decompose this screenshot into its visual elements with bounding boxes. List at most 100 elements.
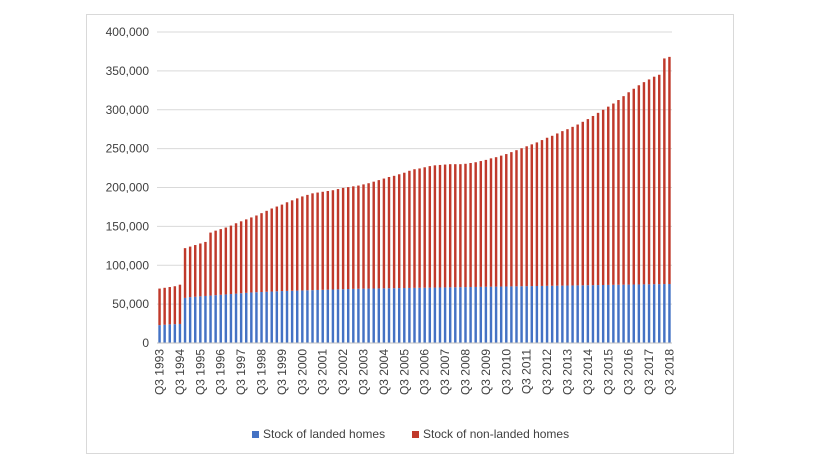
bar-landed-homes (362, 288, 365, 343)
bar-non-landed-homes (392, 175, 396, 289)
bar-landed-homes (295, 290, 299, 343)
bar-non-landed-homes (341, 187, 345, 290)
bar-non-landed-homes (484, 159, 488, 287)
y-tick-label: 200,000 (106, 181, 150, 195)
bar-non-landed-homes (382, 178, 386, 289)
bar-landed-homes (647, 284, 651, 343)
bar-landed-homes (571, 285, 574, 343)
bar-non-landed-homes (301, 196, 304, 291)
bar-landed-homes (168, 324, 171, 343)
bar-non-landed-homes (571, 126, 574, 286)
bar-landed-homes (515, 286, 518, 343)
x-tick-label: Q3 1996 (214, 349, 228, 395)
bar-landed-homes (612, 284, 615, 343)
bar-landed-homes (321, 289, 324, 343)
bar-non-landed-homes (280, 204, 284, 292)
bar-non-landed-homes (234, 223, 238, 294)
bar-non-landed-homes (199, 243, 202, 297)
bar-non-landed-homes (637, 85, 641, 285)
bar-landed-homes (586, 285, 590, 343)
bar-non-landed-homes (239, 221, 243, 294)
bar-non-landed-homes (331, 190, 335, 290)
bar-non-landed-homes (173, 286, 177, 325)
bar-non-landed-homes (499, 155, 503, 287)
bar-landed-homes (387, 288, 391, 343)
bar-landed-homes (540, 285, 544, 343)
bar-non-landed-homes (413, 169, 416, 288)
bar-landed-homes (306, 290, 309, 343)
bars (158, 56, 671, 343)
bar-non-landed-homes (510, 152, 513, 287)
bar-landed-homes (331, 289, 335, 343)
bar-landed-homes (652, 284, 656, 343)
bar-non-landed-homes (397, 174, 401, 289)
legend-label-landed: Stock of landed homes (263, 427, 385, 441)
bar-landed-homes (173, 324, 177, 343)
bar-landed-homes (601, 284, 605, 343)
bar-landed-homes (469, 287, 472, 343)
bar-non-landed-homes (377, 180, 381, 289)
x-tick-label: Q3 1994 (173, 349, 187, 395)
bar-landed-homes (530, 286, 534, 343)
bar-non-landed-homes (520, 148, 523, 287)
x-tick-label: Q3 1998 (255, 349, 269, 395)
bar-non-landed-homes (255, 215, 258, 293)
bar-non-landed-homes (505, 154, 508, 287)
bar-landed-homes (178, 323, 182, 343)
bar-non-landed-homes (229, 225, 233, 295)
bar-landed-homes (255, 292, 258, 343)
bar-non-landed-homes (540, 140, 544, 286)
bar-landed-homes (607, 284, 610, 343)
bar-landed-homes (367, 288, 370, 343)
axes: 0 50,000 100,000 150,000 200,000 250,000 300,0… (106, 25, 677, 395)
x-tick-label: Q3 1999 (275, 349, 289, 395)
bar-non-landed-homes (489, 158, 493, 287)
bar-landed-homes (260, 291, 263, 343)
bar-landed-homes (245, 292, 248, 343)
bar-landed-homes (535, 286, 539, 343)
x-tick-label: Q3 2014 (581, 349, 595, 395)
bar-landed-homes (581, 285, 584, 343)
bar-non-landed-homes (285, 202, 289, 291)
x-tick-label: Q3 2013 (560, 349, 574, 395)
bar-non-landed-homes (612, 103, 615, 285)
legend-swatch-non-landed (412, 431, 419, 438)
bar-non-landed-homes (214, 230, 217, 296)
bar-landed-homes (663, 284, 666, 343)
bar-landed-homes (397, 288, 401, 343)
y-tick-label: 0 (142, 336, 149, 350)
bar-landed-homes (280, 291, 284, 343)
bar-non-landed-homes (556, 133, 559, 286)
bar-landed-homes (183, 297, 187, 343)
bar-non-landed-homes (403, 172, 406, 289)
legend-swatch-landed (252, 431, 259, 438)
bar-landed-homes (576, 285, 579, 343)
bar-landed-homes (637, 284, 641, 343)
bar-landed-homes (459, 287, 462, 343)
bar-non-landed-homes (642, 82, 646, 285)
bar-non-landed-homes (581, 121, 584, 286)
bar-landed-homes (561, 285, 564, 343)
bar-landed-homes (438, 287, 442, 343)
x-tick-label: Q3 1993 (153, 349, 167, 395)
bar-non-landed-homes (545, 137, 549, 286)
bar-non-landed-homes (586, 119, 590, 286)
bar-landed-homes (428, 287, 432, 343)
x-tick-label: Q3 2003 (357, 349, 371, 395)
bar-non-landed-homes (663, 58, 666, 285)
bar-non-landed-homes (372, 181, 375, 289)
bar-landed-homes (499, 286, 503, 343)
bar-landed-homes (219, 294, 222, 343)
bar-landed-homes (382, 288, 386, 343)
bar-non-landed-homes (224, 227, 228, 295)
bar-landed-homes (234, 293, 238, 343)
bar-non-landed-homes (178, 284, 182, 324)
x-tick-label: Q3 2004 (377, 349, 391, 395)
bar-landed-homes (265, 291, 268, 343)
bar-landed-homes (413, 287, 416, 343)
bar-landed-homes (346, 289, 350, 343)
bar-landed-homes (250, 292, 253, 343)
bar-landed-homes (301, 290, 304, 343)
bar-non-landed-homes (428, 166, 432, 288)
y-tick-label: 400,000 (106, 25, 150, 39)
